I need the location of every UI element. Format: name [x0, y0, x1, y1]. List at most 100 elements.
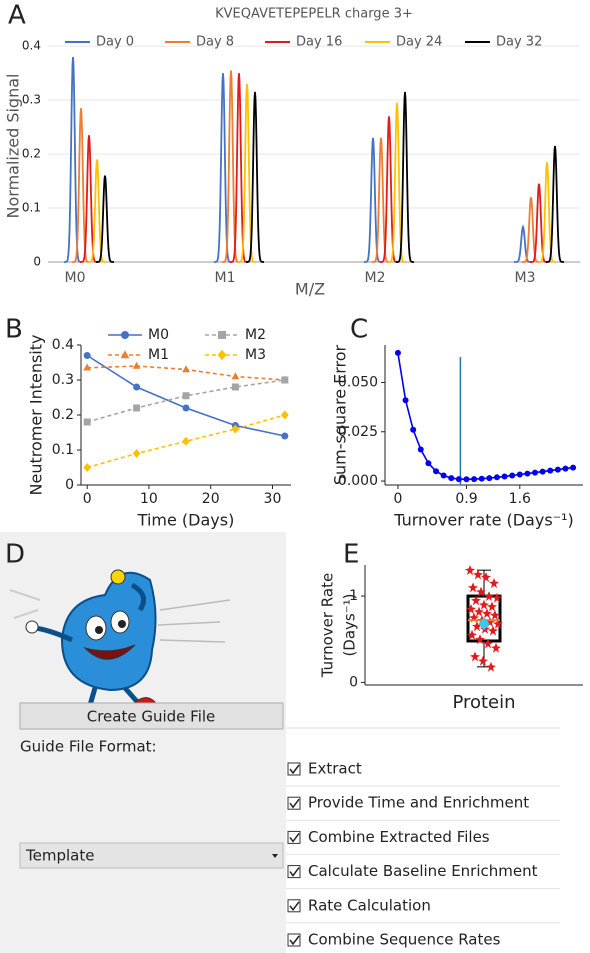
checkmark[interactable] [289, 798, 300, 809]
y-axis-label: (Days⁻¹) [341, 593, 359, 656]
marker [83, 363, 92, 371]
option-label[interactable]: Provide Time and Enrichment [308, 794, 529, 812]
y-tick-label: 0 [65, 477, 74, 493]
x-tick-label: M2 [365, 270, 386, 286]
checkmark[interactable] [289, 832, 300, 843]
panel-label: A [8, 1, 26, 31]
y-tick-label: 0.050 [338, 374, 378, 390]
marker [532, 469, 539, 476]
marker [493, 618, 503, 629]
marker [463, 476, 470, 483]
marker [482, 608, 492, 619]
y-tick-label: 0.3 [22, 93, 41, 107]
checkbox[interactable] [287, 899, 301, 913]
marker [133, 383, 141, 391]
marker [83, 352, 91, 359]
series-line [86, 379, 285, 423]
marker [132, 361, 141, 369]
panel-label: C [350, 315, 368, 345]
marker [231, 424, 240, 434]
dropdown-value[interactable]: Template [25, 847, 94, 865]
marker [217, 349, 227, 361]
marker [485, 616, 495, 627]
marker [281, 376, 289, 384]
marker [132, 448, 141, 459]
marker [478, 617, 490, 631]
button-label[interactable]: Create Guide File [87, 708, 216, 726]
checkbox[interactable] [287, 796, 301, 810]
dropdown-arrow[interactable] [272, 854, 278, 858]
x-tick-label: 1.6 [509, 491, 531, 507]
y-tick-label: 0.4 [52, 337, 74, 353]
marker [433, 468, 440, 475]
marker [562, 465, 569, 472]
checkmark[interactable] [289, 901, 300, 912]
option-label[interactable]: Combine Extracted Files [308, 828, 490, 846]
option-label[interactable]: Rate Calculation [308, 896, 431, 914]
checkbox[interactable] [287, 762, 301, 776]
y-tick-label: 0 [349, 674, 358, 690]
marker [471, 595, 481, 606]
marker [478, 475, 485, 482]
panel-label: D [5, 540, 25, 570]
marker [488, 625, 498, 636]
marker [394, 349, 401, 356]
marker [486, 661, 496, 672]
peak [372, 137, 390, 263]
marker [472, 621, 482, 632]
y-tick-label: 1 [349, 588, 358, 604]
x-axis-label: Turnover rate (Days⁻¹) [393, 511, 574, 530]
y-axis-label: Turnover Rate [319, 573, 337, 678]
panel-label: B [5, 315, 23, 345]
legend-label: Day 0 [96, 35, 134, 50]
format-label: Guide File Format: [20, 738, 157, 756]
legend-label: Day 8 [196, 35, 234, 50]
marker [475, 634, 485, 645]
option-label[interactable]: Extract [308, 760, 362, 778]
y-tick-label: 0 [33, 255, 41, 269]
y-tick-label: 0.3 [52, 372, 74, 388]
marker [466, 604, 476, 615]
marker [417, 446, 424, 453]
legend-label: Day 16 [296, 35, 342, 50]
create-guide-button[interactable] [19, 702, 284, 730]
x-axis-label: Time (Days) [137, 511, 235, 530]
marker [539, 468, 546, 475]
checkbox[interactable] [287, 830, 301, 844]
y-axis-label: Normalized Signal [4, 74, 23, 219]
marker [524, 470, 531, 477]
legend-label: Day 32 [496, 35, 542, 50]
checkbox[interactable] [287, 933, 301, 947]
peak [64, 56, 82, 263]
marker [231, 372, 240, 380]
format-dropdown[interactable] [19, 842, 284, 869]
peak [246, 91, 264, 263]
marker [470, 651, 480, 662]
marker [501, 473, 508, 480]
marker [547, 467, 554, 474]
y-tick-label: 0.2 [52, 407, 74, 423]
marker [474, 606, 484, 617]
peak [230, 73, 248, 263]
peak [530, 183, 548, 263]
marker [554, 466, 561, 473]
marker [83, 462, 92, 473]
x-tick-label: 30 [264, 491, 282, 507]
legend-label: M1 [148, 347, 169, 363]
chart-title: KVEQAVETEPEPELR charge 3+ [215, 7, 413, 22]
option-label[interactable]: Combine Sequence Rates [308, 931, 501, 949]
marker [231, 383, 239, 391]
marker [487, 601, 497, 612]
marker [83, 418, 91, 426]
marker [468, 582, 478, 593]
checkmark[interactable] [289, 867, 300, 877]
checkmark[interactable] [289, 935, 300, 946]
peak [388, 102, 406, 263]
legend-label: M2 [245, 327, 266, 343]
checkmark[interactable] [289, 764, 300, 775]
marker [455, 476, 462, 483]
option-label[interactable]: Calculate Baseline Enrichment [308, 862, 538, 880]
checkbox[interactable] [287, 865, 301, 879]
x-tick-label: Protein [452, 692, 515, 713]
peak [380, 116, 398, 263]
